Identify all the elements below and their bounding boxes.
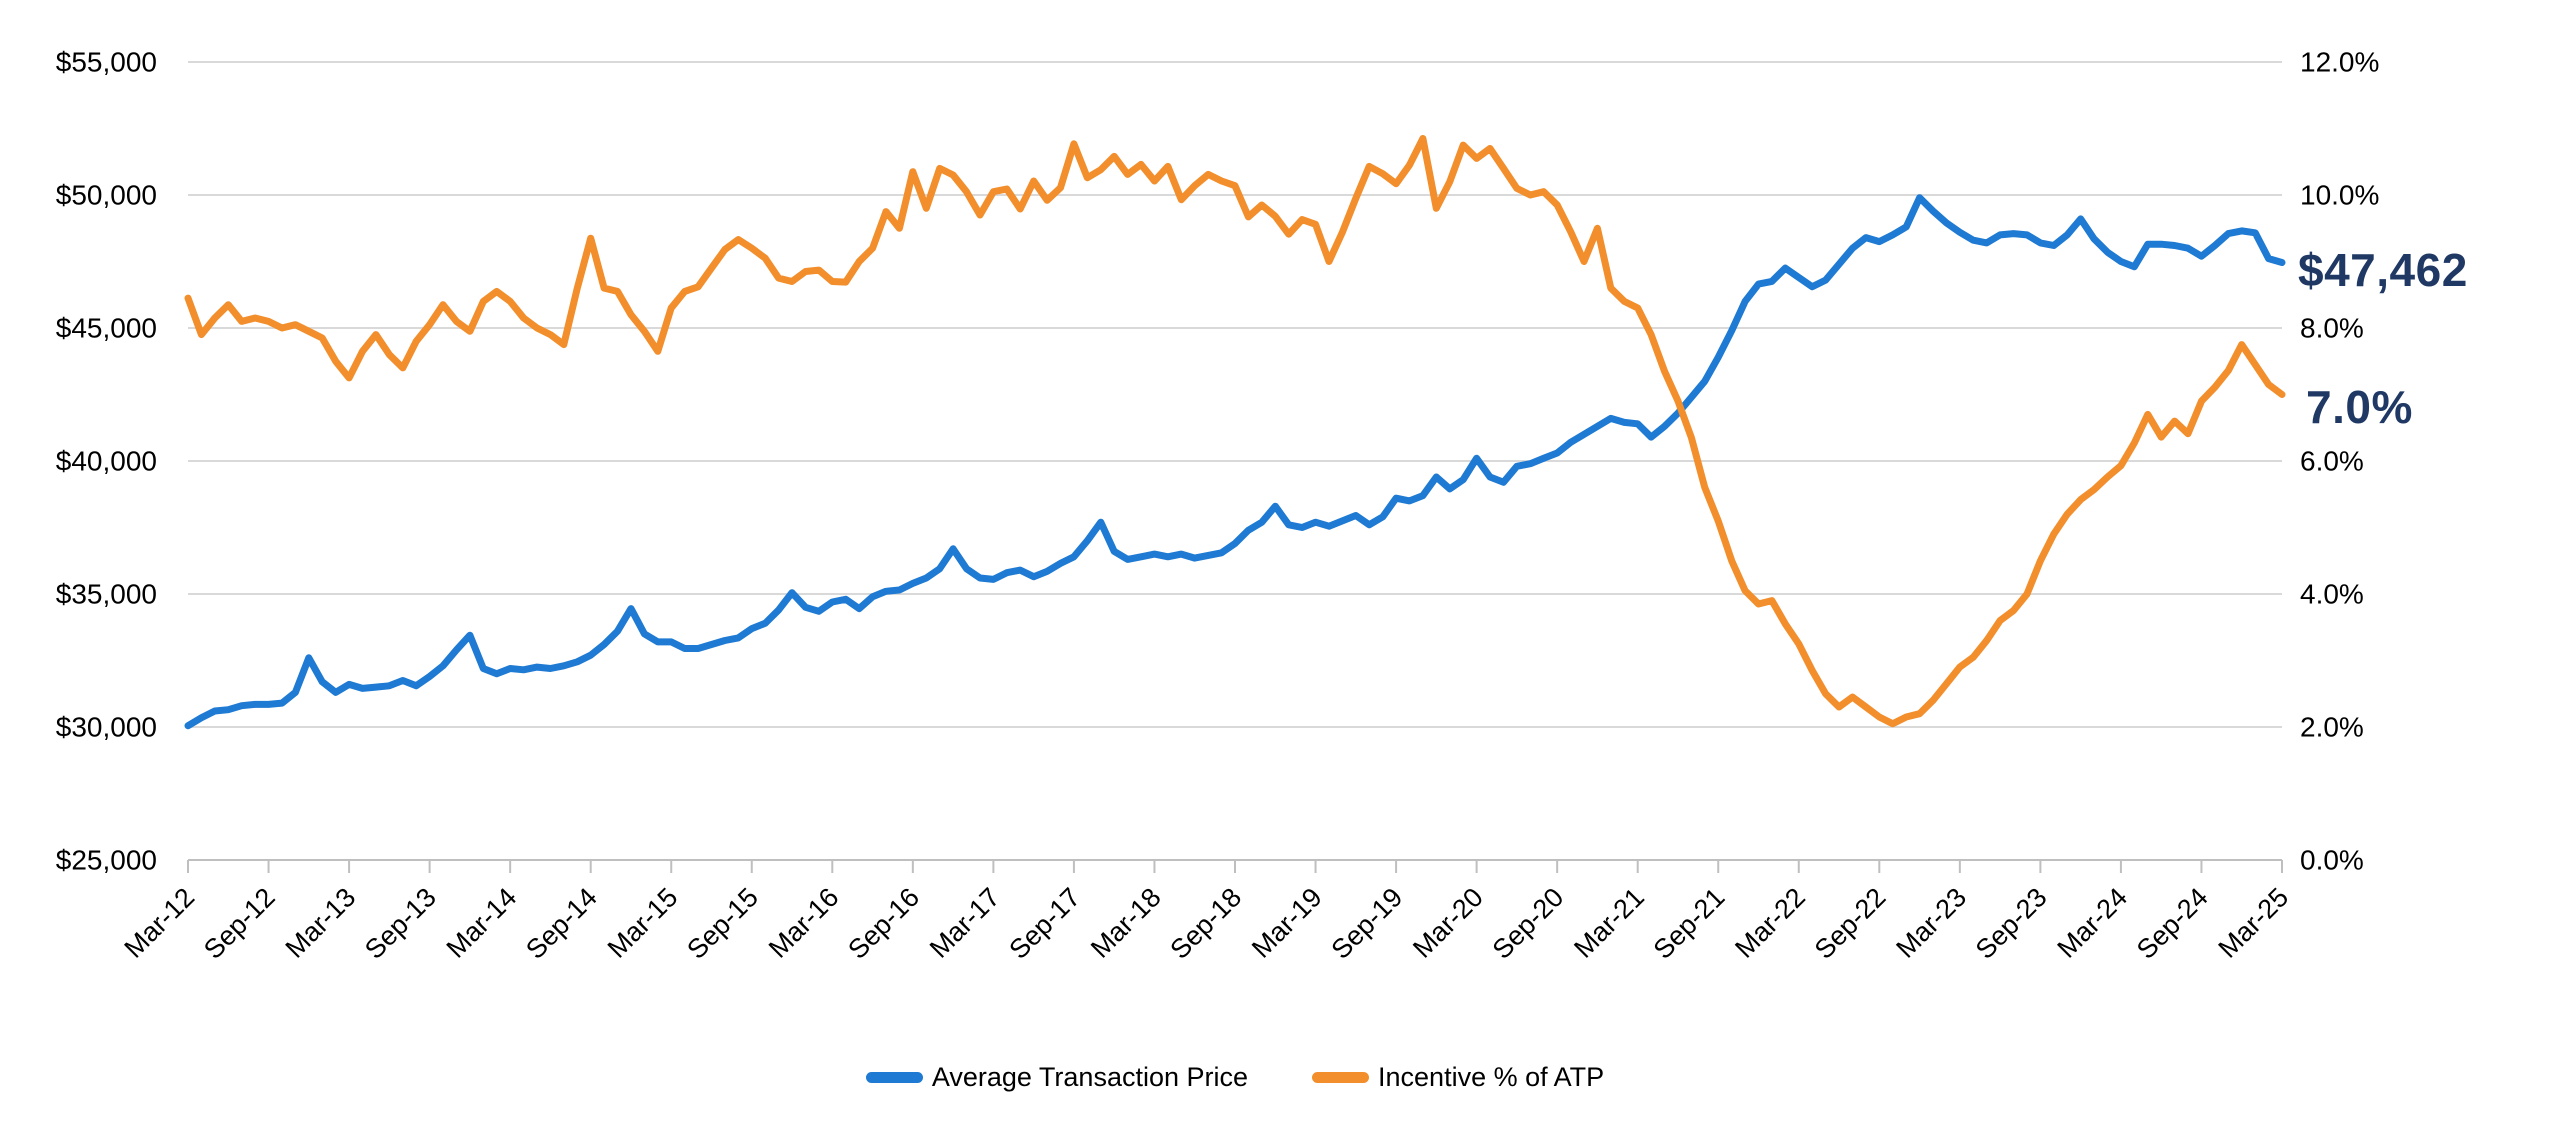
y-axis-right-label: 10.0% — [2300, 180, 2379, 211]
x-tick-label: Mar-25 — [2213, 882, 2295, 964]
x-tick-label: Sep-21 — [1648, 882, 1731, 965]
x-tick-label: Sep-14 — [520, 882, 603, 965]
legend-item-atp: Average Transaction Price — [865, 1062, 1249, 1093]
x-tick-label: Mar-15 — [602, 882, 684, 964]
x-tick-label: Sep-19 — [1326, 882, 1409, 965]
y-axis-right-label: 6.0% — [2300, 446, 2364, 477]
x-tick-label: Mar-14 — [441, 882, 523, 964]
x-tick-label: Mar-19 — [1246, 882, 1328, 964]
x-tick-label: Mar-17 — [924, 882, 1006, 964]
x-tick-label: Sep-17 — [1003, 882, 1086, 965]
x-tick-label: Mar-24 — [2051, 882, 2133, 964]
x-tick-label: Sep-13 — [359, 882, 442, 965]
y-axis-left-label: $45,000 — [56, 313, 157, 344]
y-axis-left-label: $40,000 — [56, 446, 157, 477]
x-tick-label: Sep-12 — [198, 882, 281, 965]
y-axis-right-label: 8.0% — [2300, 313, 2364, 344]
atp-series-line — [184, 194, 2286, 730]
incentive-legend-label: Incentive % of ATP — [1378, 1062, 1605, 1092]
incentive-legend-marker — [1312, 1072, 1370, 1083]
y-axis-left-label: $25,000 — [56, 845, 157, 876]
y-axis-right-label: 12.0% — [2300, 47, 2379, 78]
atp-end-label: $47,462 — [2298, 244, 2468, 296]
y-axis-left-label: $30,000 — [56, 712, 157, 743]
x-tick-label: Sep-15 — [681, 882, 764, 965]
x-tick-label: Mar-21 — [1568, 882, 1650, 964]
y-axis-right-label: 4.0% — [2300, 579, 2364, 610]
x-tick-label: Mar-12 — [119, 882, 201, 964]
x-tick-label: Mar-22 — [1729, 882, 1811, 964]
x-tick-label: Sep-24 — [2131, 882, 2214, 965]
y-axis-right-label: 2.0% — [2300, 712, 2364, 743]
incentive-series-line — [184, 135, 2286, 728]
x-tick-label: Mar-23 — [1890, 882, 1972, 964]
x-tick-label: Sep-20 — [1487, 882, 1570, 965]
x-tick-label: Sep-22 — [1809, 882, 1892, 965]
x-tick-label: Sep-23 — [1970, 882, 2053, 965]
x-tick-label: Mar-13 — [280, 882, 362, 964]
y-axis-left-label: $50,000 — [56, 180, 157, 211]
y-axis-right-label: 0.0% — [2300, 845, 2364, 876]
x-tick-label: Mar-18 — [1085, 882, 1167, 964]
legend: Average Transaction Price Incentive % of… — [188, 1062, 2282, 1093]
y-axis-left-label: $55,000 — [56, 47, 157, 78]
x-tick-label: Mar-20 — [1407, 882, 1489, 964]
x-tick-label: Sep-18 — [1164, 882, 1247, 965]
x-tick-label: Sep-16 — [842, 882, 925, 965]
incentive-end-label: 7.0% — [2306, 381, 2413, 433]
atp-legend-marker — [865, 1072, 923, 1083]
x-tick-label: Mar-16 — [763, 882, 845, 964]
y-axis-left-label: $35,000 — [56, 579, 157, 610]
atp-legend-label: Average Transaction Price — [931, 1062, 1249, 1092]
legend-item-incentive: Incentive % of ATP — [1312, 1062, 1604, 1093]
